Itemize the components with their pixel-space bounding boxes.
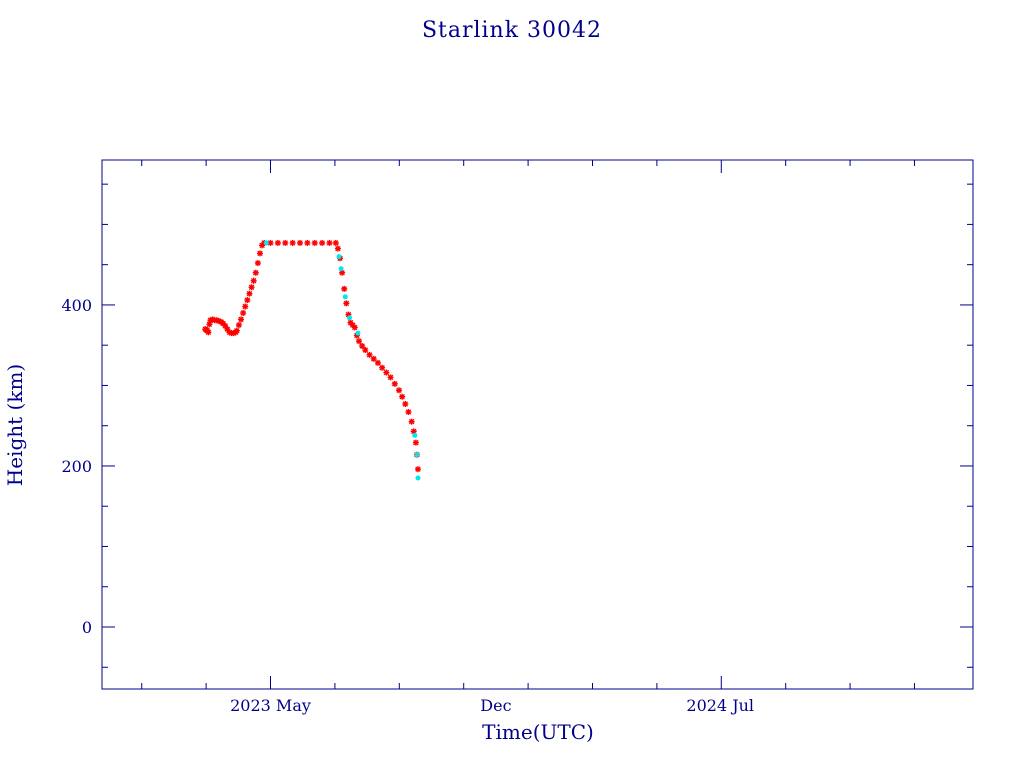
data-point <box>263 240 269 246</box>
data-point <box>355 338 362 345</box>
data-point <box>342 294 348 300</box>
data-point <box>297 239 304 246</box>
data-point <box>370 355 377 362</box>
data-point <box>396 387 403 394</box>
data-point <box>246 290 253 297</box>
data-point <box>391 380 398 387</box>
data-point <box>412 432 418 438</box>
data-point <box>351 324 358 331</box>
data-point <box>408 418 415 425</box>
data-point <box>336 254 342 260</box>
data-point <box>405 409 412 416</box>
data-point <box>254 260 261 267</box>
plot-axes <box>101 159 974 690</box>
data-point <box>240 309 247 316</box>
chart-title: Starlink 30042 <box>422 18 602 43</box>
y-tick-labels: 0 200 400 <box>61 296 92 637</box>
data-point <box>414 452 420 458</box>
data-point <box>235 322 242 329</box>
data-point <box>383 369 390 376</box>
x-tick-label: 2023 May <box>230 696 311 715</box>
data-point <box>311 239 318 246</box>
data-point <box>242 303 249 310</box>
x-axis-label: Time(UTC) <box>482 720 594 744</box>
data-point <box>304 239 311 246</box>
data-point <box>387 374 394 381</box>
y-tick-label: 200 <box>61 457 92 476</box>
y-tick-label: 400 <box>61 296 92 315</box>
y-axis-label: Height (km) <box>3 364 27 486</box>
data-points <box>202 239 421 481</box>
data-point <box>274 239 281 246</box>
x-tick-labels: 2023 May Dec 2024 Jul <box>230 696 754 715</box>
data-point <box>326 239 333 246</box>
plot-frame <box>101 159 974 690</box>
data-point <box>379 364 386 371</box>
data-point <box>319 239 326 246</box>
data-point <box>338 266 344 272</box>
data-point <box>334 245 341 252</box>
data-point <box>244 297 251 304</box>
data-point <box>341 285 348 292</box>
data-point <box>250 277 257 284</box>
data-point <box>238 316 245 323</box>
data-point <box>355 330 361 336</box>
data-point <box>414 466 421 473</box>
data-point <box>248 284 255 291</box>
data-point <box>415 475 421 481</box>
data-point <box>289 239 296 246</box>
data-point <box>332 239 339 246</box>
x-tick-label: Dec <box>480 696 511 715</box>
data-point <box>343 300 350 307</box>
y-tick-label: 0 <box>82 618 92 637</box>
data-point <box>233 327 240 334</box>
data-point <box>402 400 409 407</box>
data-point <box>256 250 263 257</box>
data-point <box>366 351 373 358</box>
data-point <box>282 239 289 246</box>
data-point <box>252 269 259 276</box>
data-point <box>374 359 381 366</box>
x-tick-label: 2024 Jul <box>686 696 754 715</box>
data-point <box>205 329 212 336</box>
data-point <box>412 439 419 446</box>
data-point <box>362 347 369 354</box>
data-point <box>347 315 353 321</box>
data-point <box>399 393 406 400</box>
